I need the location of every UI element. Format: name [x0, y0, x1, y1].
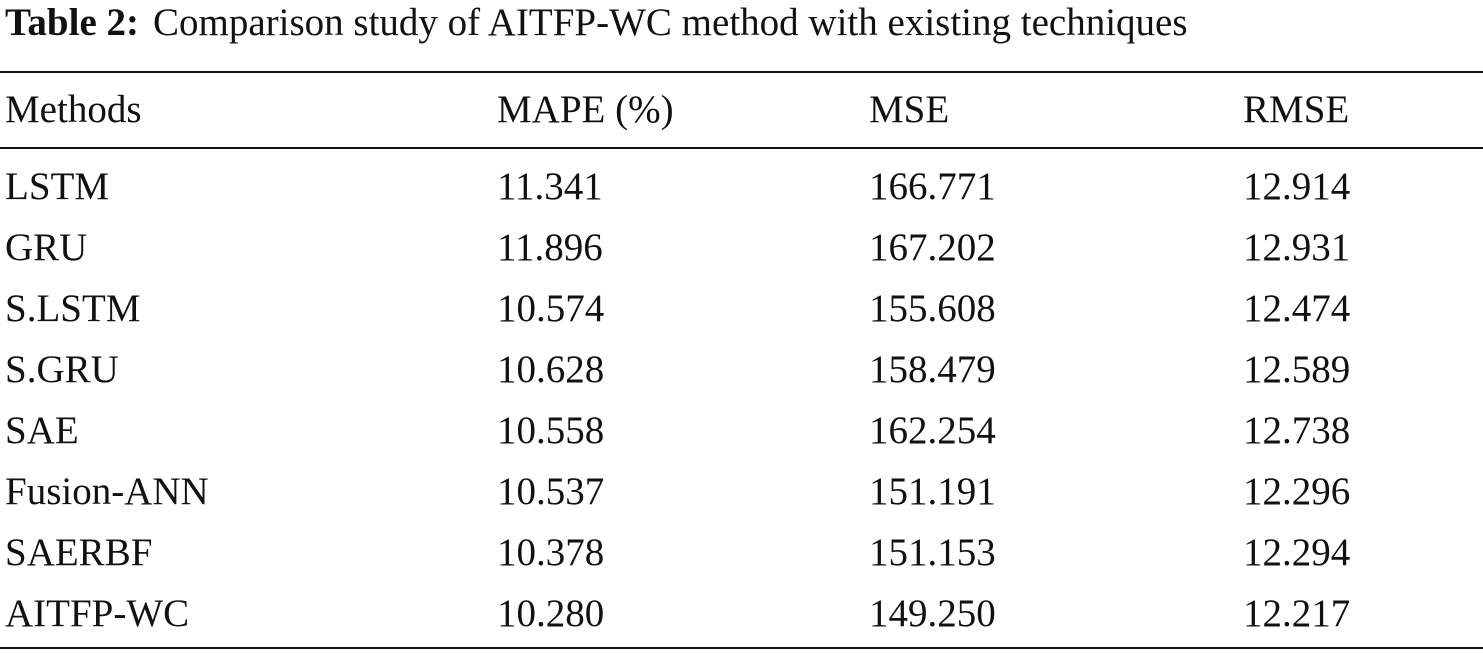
bottom-rule	[0, 647, 1483, 649]
metric-value: 12.296	[1243, 470, 1351, 513]
metric-value: 10.378	[497, 531, 605, 574]
metric-value: 162.254	[869, 409, 996, 452]
method-name: AITFP-WC	[5, 592, 190, 635]
method-name: GRU	[5, 226, 88, 269]
metric-value: 10.558	[497, 409, 605, 452]
metric-value: 151.153	[869, 531, 996, 574]
metric-value: 12.914	[1243, 165, 1351, 208]
metric-value: 12.738	[1243, 409, 1351, 452]
metric-value: 167.202	[869, 226, 996, 269]
column-header: Methods	[5, 88, 142, 131]
column-header: MSE	[869, 88, 950, 131]
metric-value: 12.294	[1243, 531, 1351, 574]
method-name: S.LSTM	[5, 287, 141, 330]
method-name: SAE	[5, 409, 79, 452]
method-name: LSTM	[5, 165, 110, 208]
metric-value: 166.771	[869, 165, 996, 208]
column-header: RMSE	[1243, 88, 1350, 131]
metric-value: 12.217	[1243, 592, 1351, 635]
header-rule	[0, 147, 1483, 149]
metric-value: 149.250	[869, 592, 996, 635]
top-rule	[0, 71, 1483, 73]
metric-value: 158.479	[869, 348, 996, 391]
metric-value: 12.589	[1243, 348, 1351, 391]
caption-text: Comparison study of AITFP-WC method with…	[153, 1, 1188, 44]
table-caption: Table 2: Comparison study of AITFP-WC met…	[5, 0, 1188, 46]
metric-value: 11.896	[497, 226, 603, 269]
metric-value: 11.341	[497, 165, 603, 208]
method-name: Fusion-ANN	[5, 470, 209, 513]
metric-value: 10.537	[497, 470, 605, 513]
column-header: MAPE (%)	[497, 88, 674, 131]
metric-value: 155.608	[869, 287, 996, 330]
metric-value: 10.574	[497, 287, 605, 330]
method-name: SAERBF	[5, 531, 153, 574]
metric-value: 10.280	[497, 592, 605, 635]
metric-value: 12.931	[1243, 226, 1351, 269]
caption-label: Table 2:	[5, 1, 140, 44]
method-name: S.GRU	[5, 348, 119, 391]
metric-value: 10.628	[497, 348, 605, 391]
metric-value: 151.191	[869, 470, 996, 513]
metric-value: 12.474	[1243, 287, 1351, 330]
